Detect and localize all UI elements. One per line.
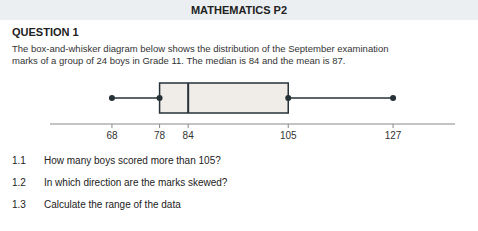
subtitle: QUESTION 1	[12, 26, 79, 38]
whisker	[112, 97, 160, 99]
question-text: Calculate the range of the data	[44, 199, 181, 210]
question-number: 1.2	[12, 177, 26, 188]
chart: MATHEMATICS P2 QUESTION 1 The box-and-whis…	[0, 0, 478, 231]
tick-label: 105	[280, 130, 297, 141]
dot	[390, 95, 396, 101]
title: MATHEMATICS P2	[191, 4, 287, 16]
median	[187, 83, 189, 113]
question-number: 1.3	[12, 199, 26, 210]
tick	[393, 124, 394, 128]
tick-label: 68	[106, 130, 118, 141]
dot	[109, 95, 115, 101]
annotation: marks of a group of 24 boys in Grade 11.…	[12, 55, 345, 66]
tick	[159, 124, 160, 128]
dot	[157, 95, 163, 101]
dot	[285, 95, 291, 101]
annotation: The box-and-whisker diagram below shows …	[12, 43, 389, 54]
axis-line	[50, 124, 455, 125]
tick-label: 84	[183, 130, 195, 141]
tick	[188, 124, 189, 128]
box-plot	[109, 83, 396, 113]
whisker	[288, 97, 393, 99]
header	[0, 0, 478, 20]
tick	[288, 124, 289, 128]
tick	[111, 124, 112, 128]
question-text: In which direction are the marks skewed?	[44, 177, 228, 188]
tick-label: 78	[154, 130, 166, 141]
question-text: How many boys scored more than 105?	[44, 155, 221, 166]
tick-label: 127	[385, 130, 402, 141]
box	[160, 83, 289, 113]
question-number: 1.1	[12, 155, 26, 166]
